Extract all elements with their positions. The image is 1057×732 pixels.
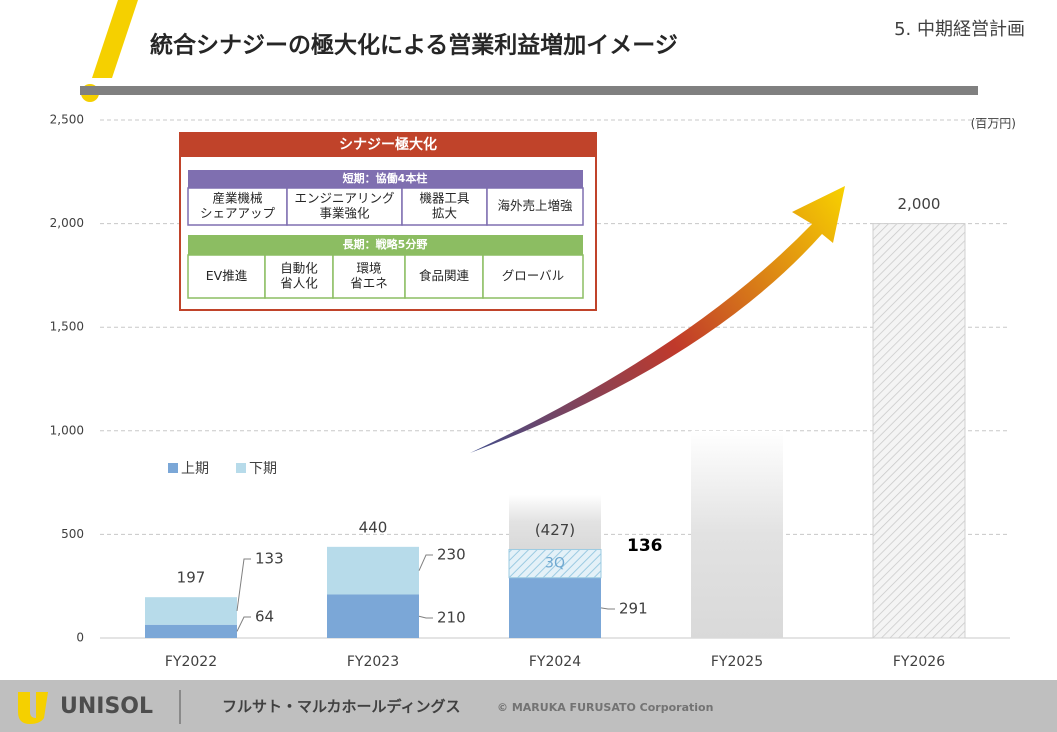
cell-text: シェアアップ bbox=[200, 206, 276, 221]
outlook-bar bbox=[691, 430, 783, 638]
y-tick-label: 1,000 bbox=[50, 423, 84, 437]
cell-text: 拡大 bbox=[432, 206, 457, 221]
y-tick-label: 1,500 bbox=[50, 320, 84, 334]
leader-line bbox=[418, 554, 433, 571]
data-label: 291 bbox=[619, 600, 648, 618]
group-cell bbox=[401, 187, 488, 226]
x-tick-label: FY2023 bbox=[347, 654, 399, 670]
group-cell bbox=[264, 254, 334, 299]
footer-band bbox=[0, 680, 1057, 732]
legend-label: 上期 bbox=[181, 461, 209, 477]
total-label: 2,000 bbox=[898, 195, 941, 213]
group-cell bbox=[187, 187, 288, 226]
cell-text: 食品関連 bbox=[419, 268, 470, 283]
cell-text: 機器工具 bbox=[419, 191, 470, 206]
cell-text: 自動化 bbox=[280, 261, 318, 276]
group-title: 短期：協働4本柱 bbox=[343, 171, 428, 185]
data-label: 136 bbox=[627, 536, 663, 556]
bar-segment bbox=[327, 546, 419, 595]
leader-line bbox=[418, 615, 433, 619]
total-label: 440 bbox=[359, 518, 388, 536]
data-label: 210 bbox=[437, 609, 466, 627]
leader-line bbox=[236, 616, 251, 632]
cell-text: グローバル bbox=[502, 268, 564, 283]
group-title: 長期：戦略5分野 bbox=[343, 237, 428, 251]
leader-line bbox=[600, 607, 615, 610]
cell-text: 省エネ bbox=[350, 276, 388, 291]
group-header bbox=[188, 235, 583, 255]
cell-text: 事業強化 bbox=[319, 206, 370, 221]
bar-segment bbox=[145, 597, 237, 625]
bar-segment bbox=[145, 624, 237, 638]
plot-area: 0 500 1,000 1,500 2,000 2,500 64 210 291 133 230 3Q… bbox=[50, 113, 1010, 670]
unit-label: (百万円) bbox=[971, 117, 1016, 131]
total-label: 197 bbox=[177, 569, 206, 587]
total-halo bbox=[509, 494, 601, 550]
synergy-title: シナジー極大化 bbox=[339, 136, 437, 153]
y-tick-label: 2,500 bbox=[50, 113, 84, 127]
leader-line bbox=[236, 558, 251, 612]
growth-arrow bbox=[470, 186, 845, 453]
header-bar bbox=[80, 86, 978, 95]
group-header bbox=[188, 170, 583, 188]
cell-text: エンジニアリング bbox=[294, 191, 394, 206]
accent-stroke bbox=[92, 0, 138, 78]
cell-text: 省人化 bbox=[280, 276, 318, 291]
cell-text: EV推進 bbox=[206, 268, 248, 283]
cell-text: 環境 bbox=[356, 261, 381, 276]
x-tick-label: FY2022 bbox=[165, 654, 217, 670]
bar-segment bbox=[327, 594, 419, 638]
footer-logo bbox=[18, 692, 48, 724]
legend-swatch bbox=[168, 463, 178, 473]
bar-segment bbox=[509, 577, 601, 638]
footer-brand: UNISOL bbox=[60, 694, 153, 719]
section-label: 5. 中期経営計画 bbox=[894, 19, 1025, 40]
total-label: (427) bbox=[535, 521, 575, 539]
footer-company: フルサト・マルカホールディングス bbox=[222, 698, 461, 716]
segment-name: 3Q bbox=[545, 556, 565, 572]
data-label: 64 bbox=[255, 608, 274, 626]
group-cell bbox=[286, 187, 403, 226]
slide-title: 統合シナジーの極大化による営業利益増加イメージ bbox=[150, 32, 678, 59]
synergy-header bbox=[180, 133, 596, 157]
legend-swatch bbox=[236, 463, 246, 473]
legend-label: 下期 bbox=[249, 461, 277, 477]
y-tick-label: 0 bbox=[76, 631, 84, 645]
group-cell bbox=[482, 254, 584, 299]
data-label: 133 bbox=[255, 550, 284, 568]
group-cell bbox=[187, 254, 266, 299]
y-tick-label: 500 bbox=[61, 527, 84, 541]
x-tick-label: FY2024 bbox=[529, 654, 581, 670]
x-tick-label: FY2026 bbox=[893, 654, 945, 670]
y-tick-label: 2,000 bbox=[50, 216, 84, 230]
x-tick-label: FY2025 bbox=[711, 654, 763, 670]
footer-copyright: © MARUKA FURUSATO Corporation bbox=[497, 701, 713, 714]
data-label: 230 bbox=[437, 546, 466, 564]
outlook-bar bbox=[872, 223, 966, 639]
bar-segment bbox=[508, 549, 602, 579]
cell-text: 産業機械 bbox=[212, 191, 263, 206]
cell-text: 海外売上増強 bbox=[497, 198, 573, 213]
group-cell bbox=[486, 187, 584, 226]
